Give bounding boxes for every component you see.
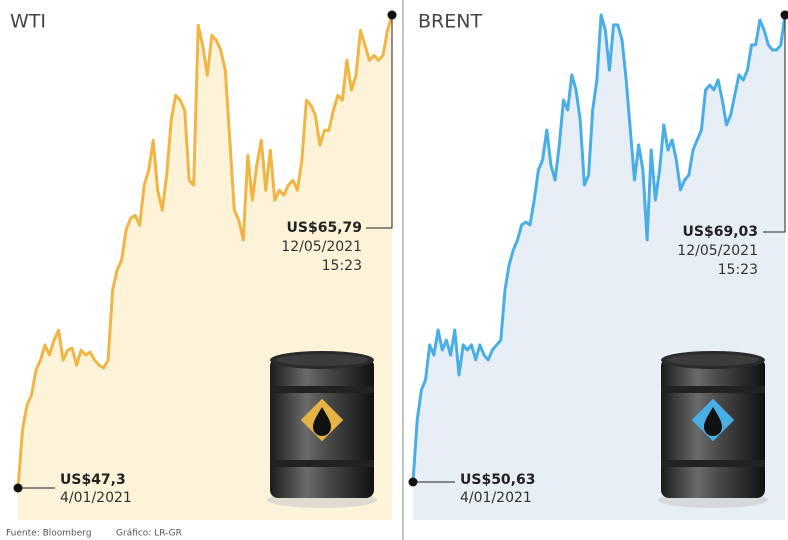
value-label: US$69,03 — [683, 224, 758, 240]
start-point — [409, 478, 418, 487]
date-label: 12/05/2021 — [677, 243, 758, 259]
date-label: 12/05/2021 — [281, 239, 362, 255]
chart: WTI US$47,3 US$65,79 4/01/2021 12/05/2021 15:… — [0, 0, 788, 540]
source: Fuente: Bloomberg — [6, 529, 92, 539]
date-label: 4/01/2021 — [60, 490, 132, 506]
chart-title: WTI — [10, 11, 46, 33]
end-point — [388, 11, 397, 20]
credit: Gráfico: LR-GR — [116, 529, 182, 539]
end-point — [781, 11, 788, 20]
chart-title: BRENT — [418, 11, 482, 33]
value-label: US$50,63 — [460, 472, 535, 488]
time-label: 15:23 — [322, 258, 362, 274]
date-label: 4/01/2021 — [460, 490, 532, 506]
value-label: US$47,3 — [60, 472, 126, 488]
barrel-brent — [658, 351, 768, 508]
barrel-wti — [267, 351, 377, 508]
value-label: US$65,79 — [287, 220, 362, 236]
time-label: 15:23 — [718, 262, 758, 278]
start-point — [14, 484, 23, 493]
